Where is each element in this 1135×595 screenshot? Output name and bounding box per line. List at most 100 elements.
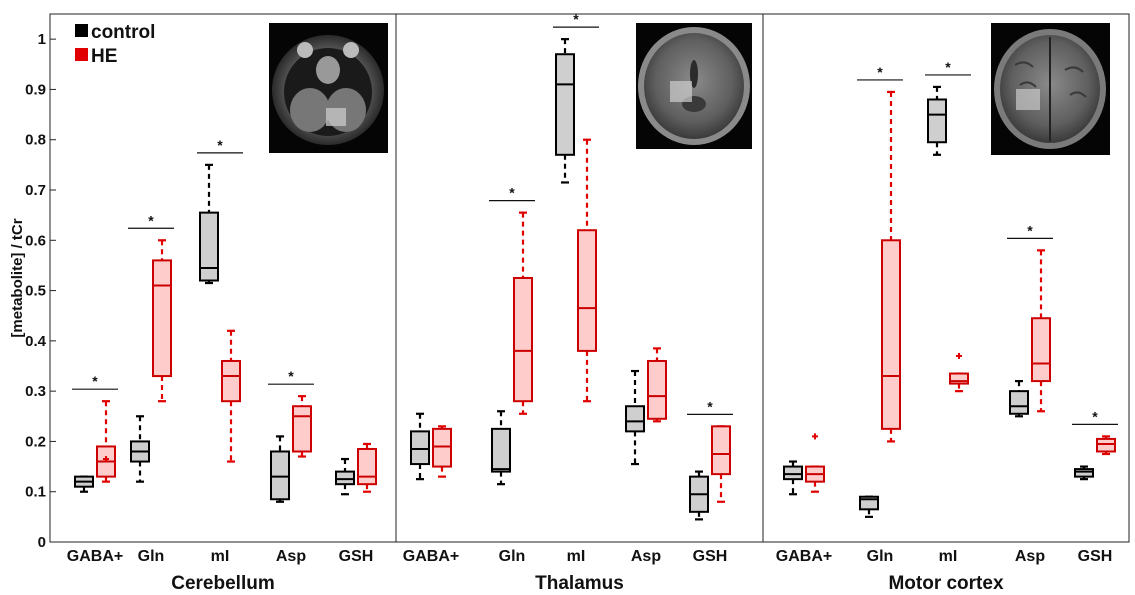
box-HE xyxy=(805,433,825,493)
panel-thalamus: Thalamus GABA+ Gln * mI * Asp GSH * xyxy=(403,11,733,594)
significance-star: * xyxy=(1027,222,1033,238)
y-axis: 0 0.1 0.2 0.3 0.4 0.5 0.6 0.7 0.8 0.9 1 xyxy=(25,31,56,551)
iqr-box xyxy=(270,450,290,501)
box-control xyxy=(555,38,575,184)
iqr-box xyxy=(949,372,969,385)
category-label: mI xyxy=(939,548,958,565)
significance-marker: * xyxy=(553,11,599,28)
group-gsh: GSH xyxy=(335,442,377,565)
group-mi: mI * xyxy=(197,137,243,565)
iqr-box xyxy=(881,239,901,430)
box-control xyxy=(927,85,947,156)
y-tick-label: 0.7 xyxy=(25,182,46,199)
significance-star: * xyxy=(1092,408,1098,424)
iqr-box xyxy=(513,277,533,403)
group-mi: mI * xyxy=(925,59,971,565)
significance-marker: * xyxy=(197,137,243,154)
y-axis-label: [metabolite] / tCr xyxy=(9,218,26,337)
legend-swatch-control xyxy=(75,24,88,37)
box-HE xyxy=(711,425,731,503)
legend: control HE xyxy=(75,22,155,67)
significance-marker: * xyxy=(128,212,174,229)
y-tick-label: 0.9 xyxy=(25,81,46,98)
significance-star: * xyxy=(148,212,154,228)
iqr-box xyxy=(711,425,731,476)
group-asp: Asp xyxy=(625,347,667,565)
mri-inset-cerebellum xyxy=(269,23,388,153)
category-label: mI xyxy=(567,548,586,565)
legend-item-control: control xyxy=(75,22,155,43)
iqr-box xyxy=(555,53,575,156)
box-HE xyxy=(152,239,172,403)
group-asp: Asp * xyxy=(1007,222,1053,565)
group-gln: Gln * xyxy=(489,185,535,565)
y-tick-label: 0.2 xyxy=(25,433,46,450)
box-HE xyxy=(1096,435,1116,456)
significance-star: * xyxy=(92,373,98,389)
group-gln: Gln * xyxy=(128,212,174,565)
category-label: GSH xyxy=(1078,548,1113,565)
box-HE xyxy=(1031,249,1051,413)
iqr-box xyxy=(357,447,377,486)
mri-inset-motor-cortex xyxy=(991,23,1110,155)
group-gln: Gln * xyxy=(857,64,903,565)
significance-star: * xyxy=(945,59,951,75)
group-mi: mI * xyxy=(553,11,599,565)
category-label: GABA+ xyxy=(67,548,123,565)
significance-star: * xyxy=(509,185,515,201)
y-tick-label: 0.4 xyxy=(25,333,47,350)
iqr-box xyxy=(335,470,355,486)
iqr-box xyxy=(625,405,645,433)
significance-marker: * xyxy=(857,64,903,81)
box-control xyxy=(689,470,709,521)
box-HE xyxy=(881,90,901,443)
category-label: GABA+ xyxy=(403,548,459,565)
significance-star: * xyxy=(288,368,294,384)
box-control xyxy=(625,369,645,466)
box-HE xyxy=(292,395,312,458)
category-label: GSH xyxy=(693,548,728,565)
category-label: GSH xyxy=(339,548,374,565)
significance-marker: * xyxy=(72,373,118,390)
y-tick-label: 0.1 xyxy=(25,484,46,501)
box-HE xyxy=(96,400,116,483)
box-control xyxy=(1074,465,1094,481)
iqr-box xyxy=(292,405,312,453)
box-control xyxy=(74,475,94,493)
group-gaba-plus: GABA+ xyxy=(776,433,832,565)
y-tick-label: 0.3 xyxy=(25,383,46,400)
y-tick-label: 0 xyxy=(38,534,46,551)
y-tick-label: 0.5 xyxy=(25,283,46,300)
iqr-box xyxy=(577,229,597,352)
iqr-box xyxy=(647,359,667,420)
group-asp: Asp * xyxy=(268,368,314,565)
outlier-marker xyxy=(956,352,962,359)
significance-marker: * xyxy=(1072,408,1118,425)
legend-swatch-HE xyxy=(75,48,88,61)
box-HE xyxy=(577,138,597,403)
plot-frame xyxy=(49,13,1130,543)
iqr-box xyxy=(199,211,219,282)
box-control xyxy=(1009,379,1029,418)
legend-label-control: control xyxy=(91,22,155,43)
group-gaba-plus: GABA+ * xyxy=(67,373,123,565)
category-label: GABA+ xyxy=(776,548,832,565)
y-tick-label: 1 xyxy=(38,31,46,48)
category-label: mI xyxy=(211,548,230,565)
box-control xyxy=(199,163,219,285)
iqr-box xyxy=(783,465,803,481)
iqr-box xyxy=(1074,468,1094,478)
iqr-box xyxy=(1009,390,1029,415)
iqr-box xyxy=(410,430,430,466)
legend-label-HE: HE xyxy=(91,46,117,67)
box-HE xyxy=(432,425,452,478)
y-tick-label: 0.6 xyxy=(25,232,46,249)
iqr-box xyxy=(152,259,172,378)
box-control xyxy=(783,460,803,496)
box-control xyxy=(859,495,879,518)
category-label: Asp xyxy=(631,548,661,565)
significance-star: * xyxy=(877,64,883,80)
box-control xyxy=(335,457,355,496)
region-label: Thalamus xyxy=(535,573,624,594)
